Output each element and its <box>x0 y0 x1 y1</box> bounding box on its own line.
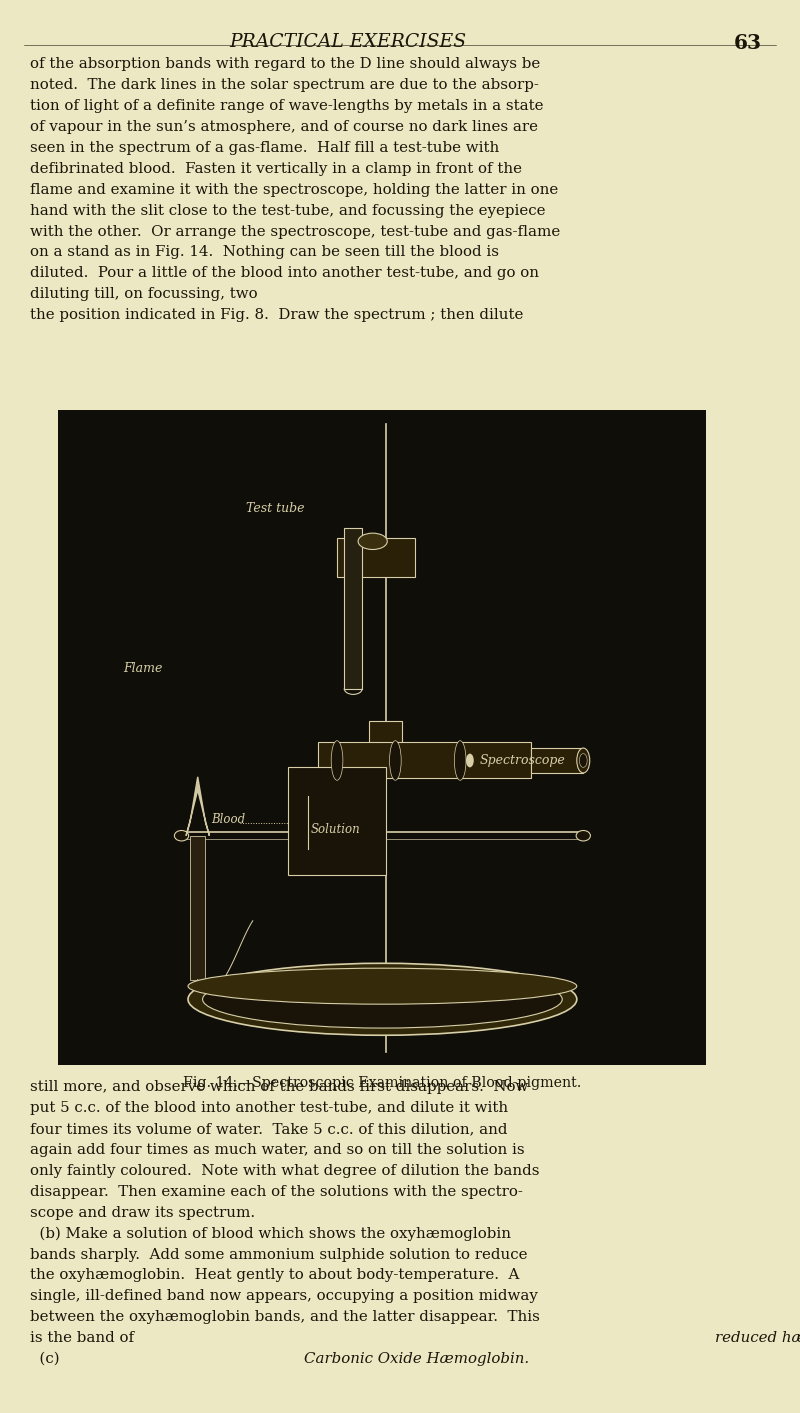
Text: seen in the spectrum of a gas-flame.  Half fill a test-tube with: seen in the spectrum of a gas-flame. Hal… <box>30 141 500 155</box>
Text: hand with the slit close to the test-tube, and focussing the eyepiece: hand with the slit close to the test-tub… <box>30 203 546 218</box>
Ellipse shape <box>331 740 343 780</box>
Text: with the other.  Or arrange the spectroscope, test-tube and gas-flame: with the other. Or arrange the spectrosc… <box>30 225 561 239</box>
Text: tion of light of a definite range of wave-lengths by metals in a state: tion of light of a definite range of wav… <box>30 99 544 113</box>
Bar <box>318 742 531 779</box>
Text: (b) Make a solution of blood which shows the oxyhæmoglobin: (b) Make a solution of blood which shows… <box>30 1226 511 1241</box>
Text: Test tube: Test tube <box>246 502 305 516</box>
Text: diluting till, on focussing, two: diluting till, on focussing, two <box>30 287 262 301</box>
Ellipse shape <box>358 533 387 550</box>
Bar <box>370 721 402 773</box>
Text: Blood: Blood <box>210 812 245 825</box>
Text: (c): (c) <box>30 1352 65 1366</box>
Ellipse shape <box>577 747 590 773</box>
Ellipse shape <box>188 968 577 1005</box>
Text: diluted.  Pour a little of the blood into another test-tube, and go on: diluted. Pour a little of the blood into… <box>30 266 539 280</box>
Text: Solution: Solution <box>311 822 361 835</box>
Text: Flame: Flame <box>123 663 162 675</box>
Circle shape <box>466 753 474 767</box>
Ellipse shape <box>174 831 189 841</box>
Text: the oxyhæmoglobin.  Heat gently to about body-temperature.  A: the oxyhæmoglobin. Heat gently to about … <box>30 1269 520 1283</box>
Text: of vapour in the sun’s atmosphere, and of course no dark lines are: of vapour in the sun’s atmosphere, and o… <box>30 120 538 134</box>
Polygon shape <box>186 777 210 835</box>
Bar <box>190 835 206 979</box>
Bar <box>58 410 706 1065</box>
Text: 63: 63 <box>734 32 762 54</box>
Text: Spectroscope: Spectroscope <box>480 755 566 767</box>
Text: bands sharply.  Add some ammonium sulphide solution to reduce: bands sharply. Add some ammonium sulphid… <box>30 1248 528 1262</box>
Text: between the oxyhæmoglobin bands, and the latter disappear.  This: between the oxyhæmoglobin bands, and the… <box>30 1310 540 1324</box>
Text: again add four times as much water, and so on till the solution is: again add four times as much water, and … <box>30 1143 525 1157</box>
Ellipse shape <box>576 831 590 841</box>
Text: Carbonic Oxide Hæmoglobin.: Carbonic Oxide Hæmoglobin. <box>304 1352 530 1366</box>
Text: Fig. 14.—Spectroscopic Examination of Blood-pigment.: Fig. 14.—Spectroscopic Examination of Bl… <box>183 1077 582 1089</box>
Text: disappear.  Then examine each of the solutions with the spectro-: disappear. Then examine each of the solu… <box>30 1184 523 1198</box>
Ellipse shape <box>202 971 562 1029</box>
Ellipse shape <box>188 964 577 1036</box>
Bar <box>289 767 386 875</box>
Text: scope and draw its spectrum.: scope and draw its spectrum. <box>30 1205 255 1219</box>
Ellipse shape <box>390 740 401 780</box>
Text: defibrinated blood.  Fasten it vertically in a clamp in front of the: defibrinated blood. Fasten it vertically… <box>30 162 522 175</box>
Bar <box>337 538 414 578</box>
Text: on a stand as in Fig. 14.  Nothing can be seen till the blood is: on a stand as in Fig. 14. Nothing can be… <box>30 246 499 260</box>
Text: only faintly coloured.  Note with what degree of dilution the bands: only faintly coloured. Note with what de… <box>30 1164 540 1178</box>
Text: still more, and observe which of the bands first disappears.  Now: still more, and observe which of the ban… <box>30 1080 529 1094</box>
Text: flame and examine it with the spectroscope, holding the latter in one: flame and examine it with the spectrosco… <box>30 182 558 196</box>
Text: reduced hæmoglobin: reduced hæmoglobin <box>714 1331 800 1345</box>
Text: PRACTICAL EXERCISES: PRACTICAL EXERCISES <box>230 32 466 51</box>
Text: single, ill-defined band now appears, occupying a position midway: single, ill-defined band now appears, oc… <box>30 1290 538 1303</box>
Bar <box>531 747 583 773</box>
Ellipse shape <box>454 740 466 780</box>
Text: the position indicated in Fig. 8.  Draw the spectrum ; then dilute: the position indicated in Fig. 8. Draw t… <box>30 308 524 322</box>
Text: is the band of: is the band of <box>30 1331 139 1345</box>
Text: put 5 c.c. of the blood into another test-tube, and dilute it with: put 5 c.c. of the blood into another tes… <box>30 1101 509 1115</box>
Circle shape <box>579 753 587 767</box>
Text: four times its volume of water.  Take 5 c.c. of this dilution, and: four times its volume of water. Take 5 c… <box>30 1122 508 1136</box>
Text: noted.  The dark lines in the solar spectrum are due to the absorp-: noted. The dark lines in the solar spect… <box>30 78 539 92</box>
Bar <box>344 528 362 688</box>
Text: of the absorption bands with regard to the D line should always be: of the absorption bands with regard to t… <box>30 57 541 71</box>
